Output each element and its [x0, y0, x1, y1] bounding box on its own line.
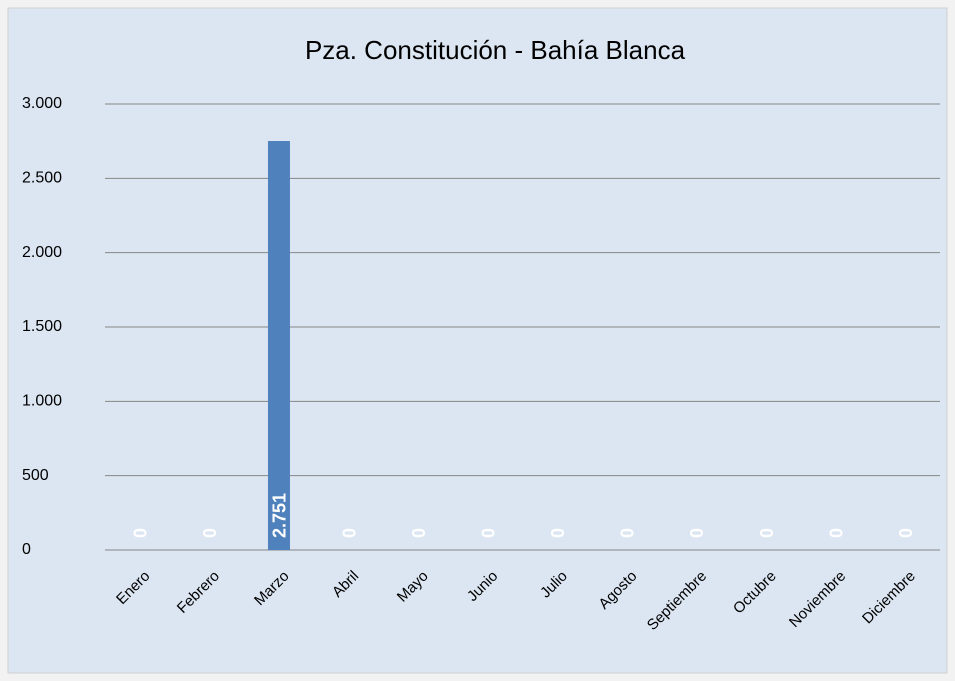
value-label: 0 [826, 528, 846, 538]
y-tick-label: 500 [22, 467, 49, 484]
value-label: 0 [757, 528, 777, 538]
value-label: 0 [200, 528, 220, 538]
value-label: 0 [339, 528, 359, 538]
y-tick-label: 3.000 [22, 95, 62, 112]
value-label: 0 [131, 528, 151, 538]
y-tick-label: 1.500 [22, 318, 62, 335]
value-label: 0 [687, 528, 707, 538]
chart-background [7, 7, 948, 674]
y-tick-label: 0 [22, 541, 31, 558]
chart-title: Pza. Constitución - Bahía Blanca [305, 35, 686, 65]
value-label: 0 [618, 528, 638, 538]
value-label: 0 [548, 528, 568, 538]
value-label: 0 [478, 528, 498, 538]
y-tick-label: 2.000 [22, 244, 62, 261]
bar [267, 141, 290, 550]
value-label: 2.751 [270, 493, 290, 538]
value-label: 0 [896, 528, 916, 538]
y-tick-label: 2.500 [22, 170, 62, 187]
value-label: 0 [409, 528, 429, 538]
y-tick-label: 1.000 [22, 393, 62, 410]
